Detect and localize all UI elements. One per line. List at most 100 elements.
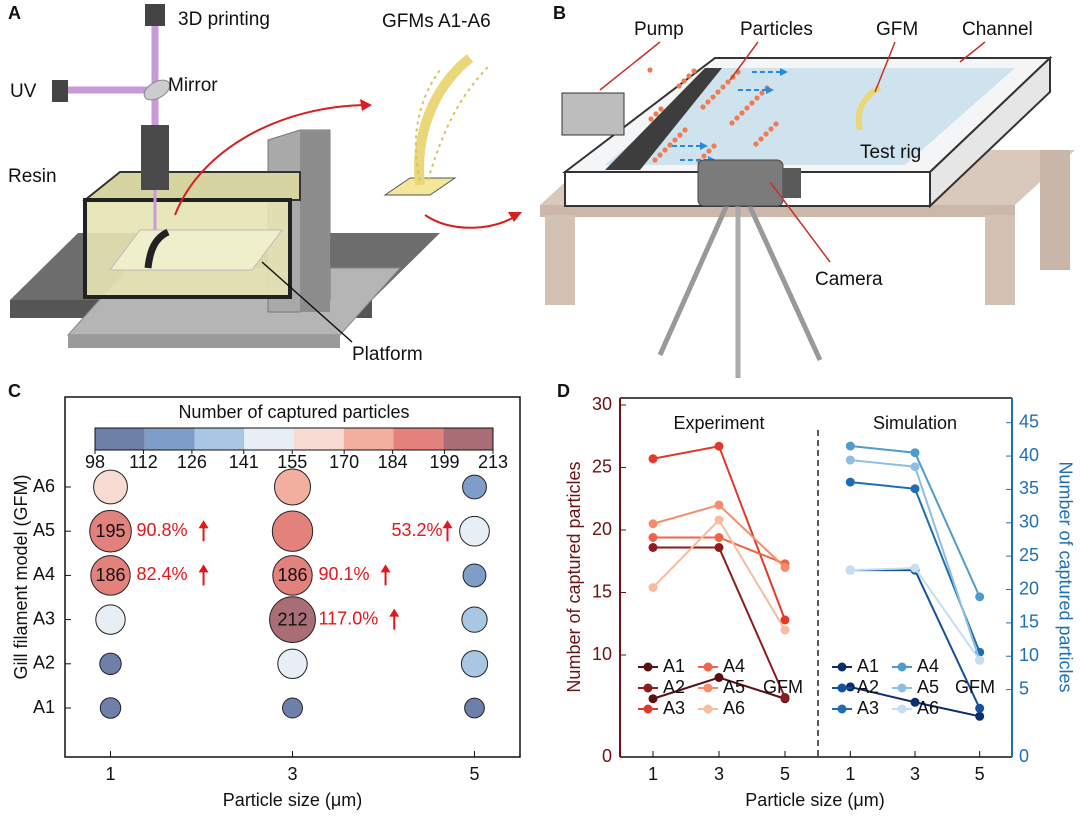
legend-label: A3 <box>663 698 685 718</box>
bubble <box>99 697 122 719</box>
flow-arrowhead <box>700 142 708 150</box>
particle <box>662 147 668 153</box>
legend-label: A5 <box>917 677 939 697</box>
particle <box>700 104 706 110</box>
bubble <box>273 468 312 506</box>
bubble <box>459 515 490 547</box>
particle <box>648 116 654 122</box>
particle <box>729 120 735 126</box>
tank-top <box>82 171 301 201</box>
x-tick-label: 1 <box>105 764 115 784</box>
tripod-leg <box>657 196 733 357</box>
series-point <box>910 697 920 707</box>
colorbar-tick-label: 126 <box>177 452 207 472</box>
printed-part <box>144 228 170 269</box>
particle <box>710 94 716 100</box>
colorbar-swatch <box>194 428 245 450</box>
colorbar-tick-label: 170 <box>329 452 359 472</box>
legend-label: A2 <box>857 677 879 697</box>
particle <box>676 83 682 89</box>
legend-label: A1 <box>663 656 685 676</box>
particle <box>682 127 688 133</box>
annotation: 53.2% <box>391 520 442 540</box>
legend-title: GFM <box>763 677 803 697</box>
legend-marker <box>703 662 713 672</box>
series-point <box>648 583 658 592</box>
colorbar-tick-label: 141 <box>229 452 259 472</box>
y-tick-label: A2 <box>33 653 55 673</box>
tripod-leg <box>743 196 823 362</box>
legend-marker <box>837 662 847 672</box>
bubble <box>282 697 303 719</box>
series-point <box>975 655 985 665</box>
legend-marker <box>897 662 907 672</box>
series-point <box>648 694 658 704</box>
label: Mirror <box>168 75 218 96</box>
legend-marker <box>643 704 653 714</box>
label: Resin <box>8 166 57 187</box>
y-axis-label: Gill filament model (GFM) <box>11 474 31 679</box>
bubble <box>277 648 308 680</box>
label: 3D printing <box>178 9 270 30</box>
bubble <box>89 509 132 553</box>
particle <box>734 115 740 121</box>
camera-lens <box>783 168 801 198</box>
annotation: 82.4% <box>137 564 188 584</box>
y2-tick-label: 40 <box>1019 445 1039 465</box>
panel-label: D <box>557 381 570 401</box>
bubble <box>460 650 489 678</box>
panel-label: C <box>8 381 21 401</box>
water <box>605 68 1015 165</box>
y-tick-label: A6 <box>33 476 55 496</box>
annotation-arrowhead <box>198 564 209 573</box>
annotation-arrowhead <box>389 608 400 617</box>
x-tick-label: 1 <box>648 764 658 784</box>
legend-marker <box>837 704 847 714</box>
particle <box>647 67 653 73</box>
table-leg <box>985 215 1015 305</box>
particle <box>715 89 721 95</box>
legend-label: A6 <box>917 698 939 718</box>
particle <box>725 79 731 85</box>
gfm-stem <box>414 54 474 186</box>
series-point <box>714 441 724 451</box>
legend-label: A5 <box>723 677 745 697</box>
legend-label: A6 <box>723 698 745 718</box>
x-tick-label: 1 <box>845 764 855 784</box>
leader-line <box>959 41 986 63</box>
y-tick-label: 30 <box>592 394 612 414</box>
uv-source <box>52 80 68 102</box>
y-axis-label: Number of captured particles <box>564 461 584 692</box>
series-point <box>648 519 658 529</box>
colorbar-frame <box>94 427 494 451</box>
particle <box>672 137 678 143</box>
particle <box>720 84 726 90</box>
series-point <box>648 454 658 464</box>
colorbar-swatch <box>393 428 444 450</box>
legend-label: A4 <box>723 656 745 676</box>
leader-line <box>729 41 759 81</box>
y2-tick-label: 45 <box>1019 411 1039 431</box>
label: GFM <box>876 19 918 40</box>
table-leg <box>545 215 575 305</box>
legend-title: GFM <box>955 677 995 697</box>
x-tick-label: 5 <box>780 764 790 784</box>
flow-arrowhead <box>766 86 774 94</box>
label: Particles <box>740 19 813 40</box>
legend-marker <box>703 704 713 714</box>
annotation: 90.8% <box>137 520 188 540</box>
y2-axis-label: Number of captured particles <box>1055 461 1075 692</box>
bubble <box>461 606 488 633</box>
legend-label: A3 <box>857 698 879 718</box>
series-point <box>910 563 920 573</box>
annotation-arrowhead <box>442 520 453 529</box>
y-tick-label: A4 <box>33 564 55 584</box>
particle <box>657 152 663 158</box>
series-point <box>714 515 724 525</box>
legend-label: A4 <box>917 656 939 676</box>
printer-illustration <box>10 4 522 348</box>
particle <box>753 141 759 147</box>
mirror <box>143 79 171 101</box>
series-point <box>845 455 855 465</box>
table-edge <box>540 205 1015 217</box>
